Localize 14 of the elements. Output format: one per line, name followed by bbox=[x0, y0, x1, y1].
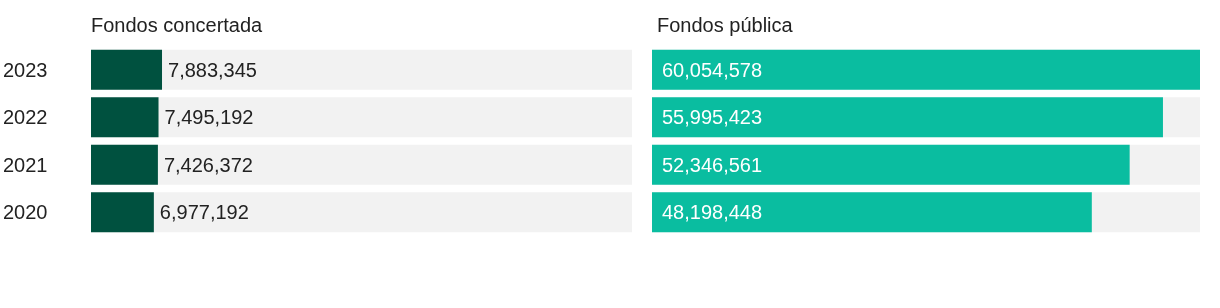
y-tick-label: 2021 bbox=[3, 153, 48, 176]
y-tick-label: 2023 bbox=[3, 58, 48, 81]
data-label: 7,495,192 bbox=[164, 106, 254, 129]
data-label: 7,426,372 bbox=[163, 153, 253, 176]
chart-title: Fondos concertada bbox=[91, 14, 264, 36]
y-tick-label: 2022 bbox=[3, 106, 48, 129]
data-label: 52,346,561 bbox=[662, 153, 763, 176]
y-tick-label: 2020 bbox=[3, 201, 48, 224]
data-label: 55,995,423 bbox=[662, 106, 763, 129]
data-label: 6,977,192 bbox=[159, 201, 249, 224]
data-label: 48,198,448 bbox=[662, 201, 763, 224]
data-label: 60,054,578 bbox=[662, 58, 763, 81]
data-label: 7,883,345 bbox=[168, 58, 257, 81]
chart-title: Fondos pública bbox=[657, 14, 794, 36]
